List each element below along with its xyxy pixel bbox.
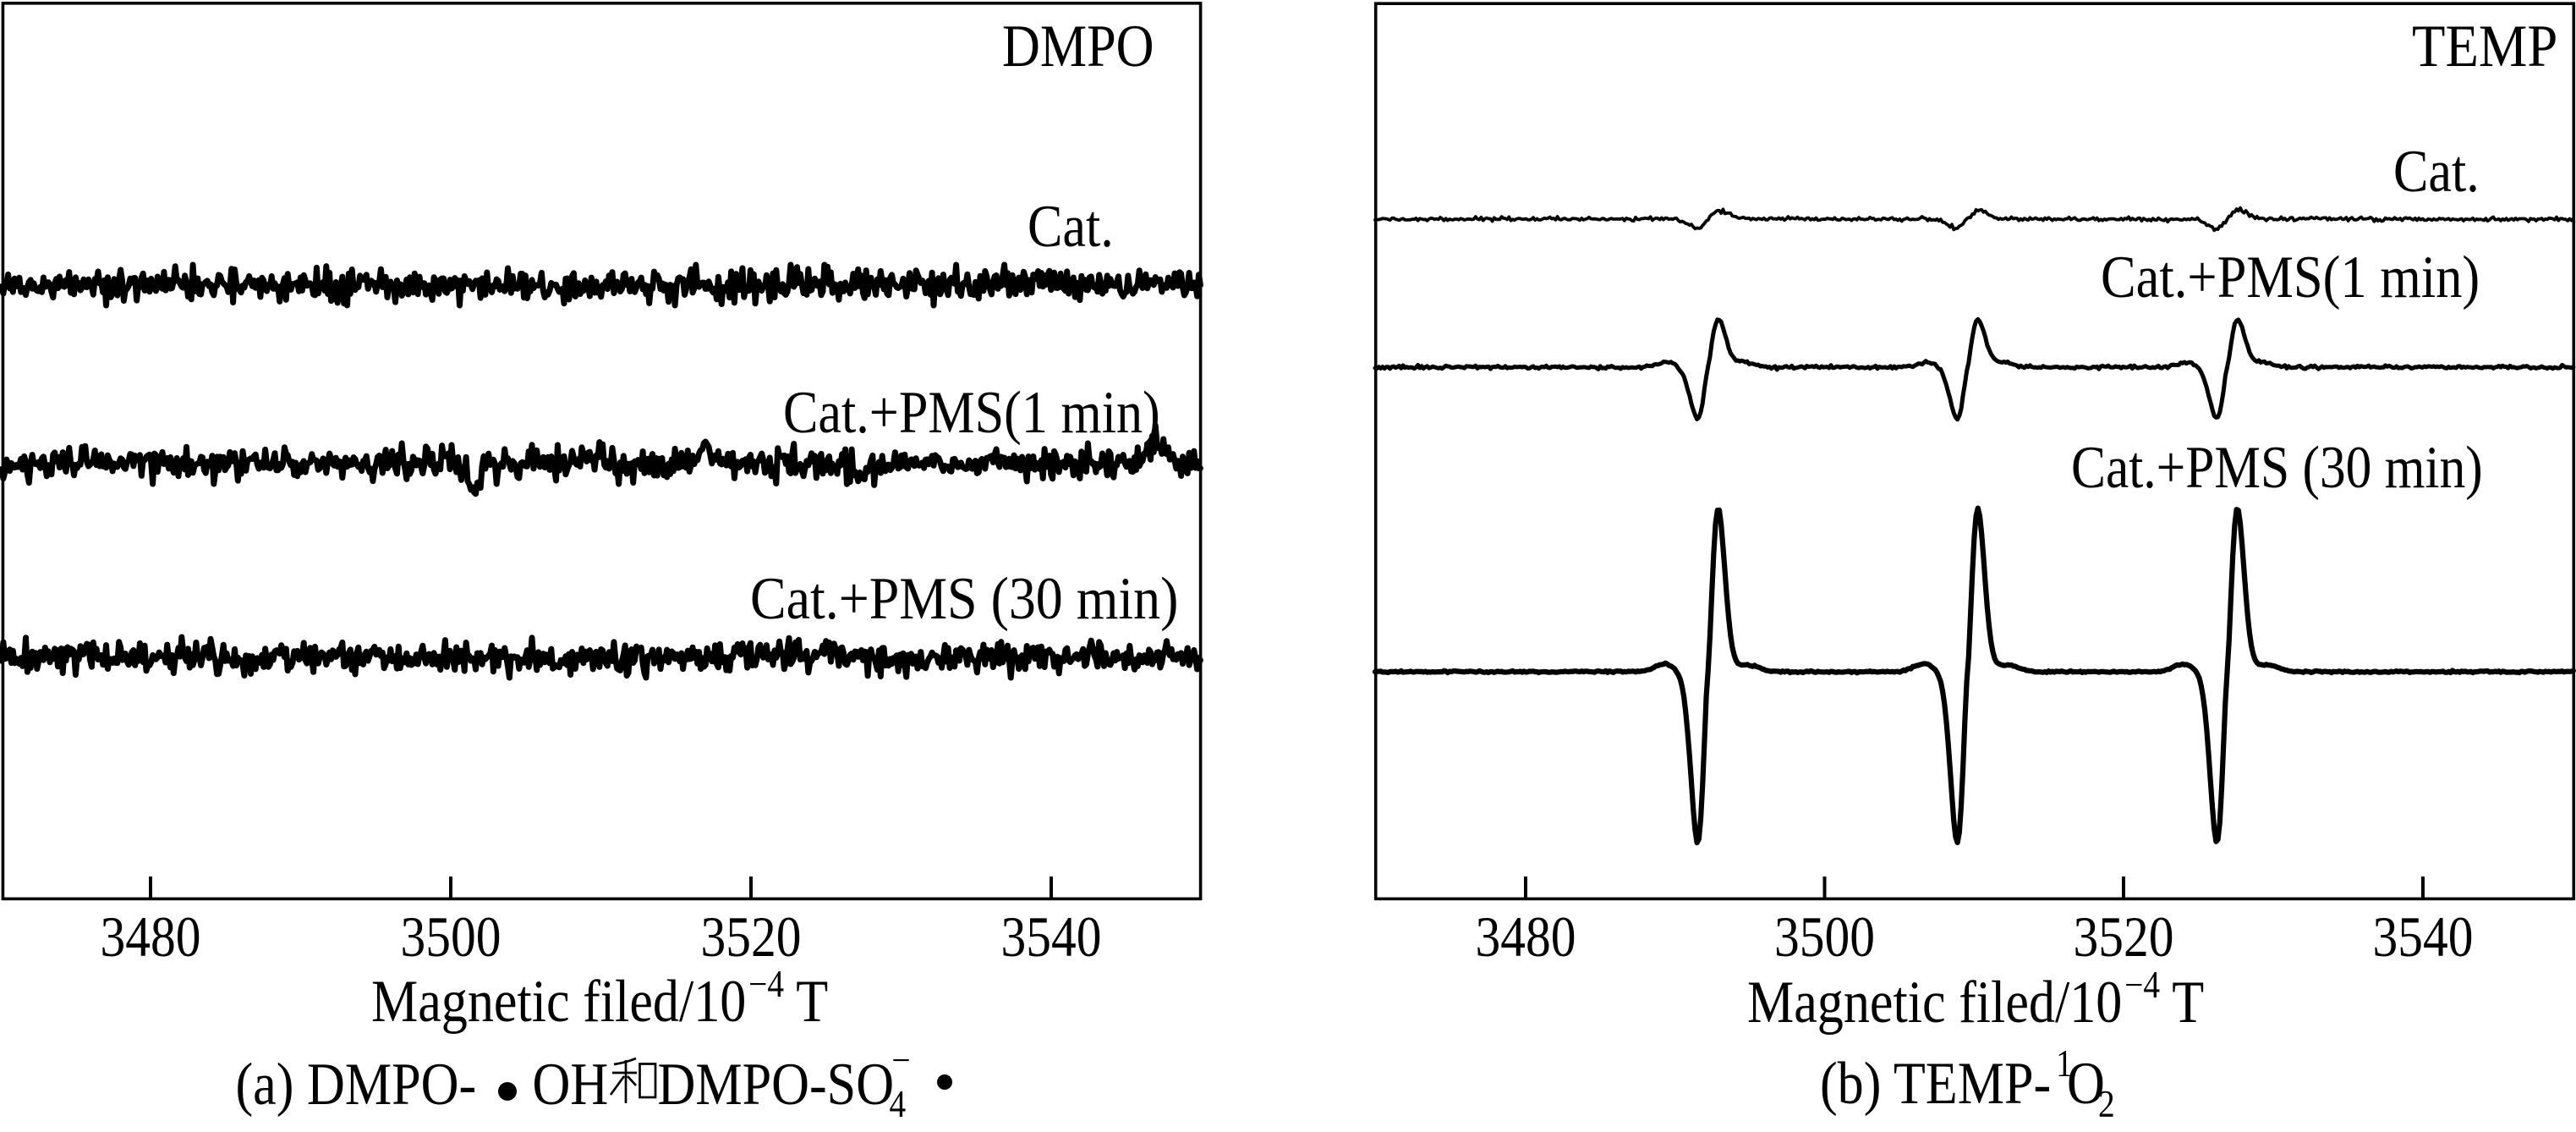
svg-text:TEMP: TEMP xyxy=(2412,13,2557,79)
svg-text:O: O xyxy=(2067,1051,2105,1117)
svg-text:−4: −4 xyxy=(748,964,784,1006)
svg-text:DMPO-SO: DMPO-SO xyxy=(658,1052,895,1118)
svg-text:(b) TEMP-: (b) TEMP- xyxy=(1820,1051,2051,1117)
svg-text:DMPO: DMPO xyxy=(1002,14,1154,80)
svg-text:1: 1 xyxy=(2056,1043,2073,1085)
svg-text:Cat.: Cat. xyxy=(2393,139,2480,205)
svg-text:T: T xyxy=(796,969,828,1035)
svg-text:Cat.+PMS(1 min): Cat.+PMS(1 min) xyxy=(2101,244,2480,310)
svg-text:Cat.: Cat. xyxy=(1028,194,1114,260)
svg-text:3540: 3540 xyxy=(2373,904,2474,969)
svg-text:Cat.+PMS(1 min): Cat.+PMS(1 min) xyxy=(783,380,1160,446)
svg-text:Magnetic filed/10: Magnetic filed/10 xyxy=(371,969,746,1035)
svg-text:3500: 3500 xyxy=(1774,904,1875,969)
svg-text:T: T xyxy=(2172,970,2204,1036)
svg-text:3520: 3520 xyxy=(2074,904,2174,969)
svg-text:3480: 3480 xyxy=(1476,904,1576,969)
svg-text:4: 4 xyxy=(889,1084,906,1126)
svg-text:Cat.+PMS (30 min): Cat.+PMS (30 min) xyxy=(750,565,1178,632)
svg-text:(a) DMPO-: (a) DMPO- xyxy=(236,1052,477,1118)
svg-text:−: − xyxy=(892,1040,911,1082)
svg-text:Cat.+PMS (30 min): Cat.+PMS (30 min) xyxy=(2071,435,2483,501)
svg-text:2: 2 xyxy=(2098,1084,2115,1126)
svg-text:−4: −4 xyxy=(2124,964,2160,1007)
svg-text:Magnetic filed/10: Magnetic filed/10 xyxy=(1747,970,2122,1036)
svg-text:OH: OH xyxy=(532,1052,608,1118)
svg-text:3520: 3520 xyxy=(701,904,802,969)
svg-text:3540: 3540 xyxy=(1001,904,1102,969)
svg-text:3500: 3500 xyxy=(401,904,501,969)
svg-text:3480: 3480 xyxy=(101,904,201,969)
